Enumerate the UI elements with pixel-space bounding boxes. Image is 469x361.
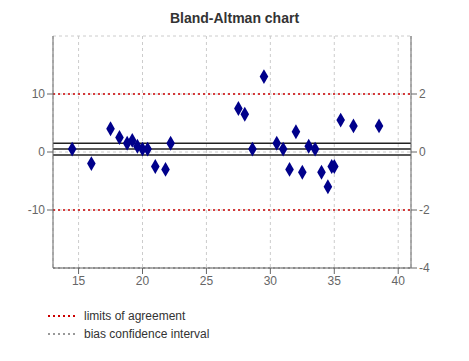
svg-text:10: 10 bbox=[32, 87, 46, 101]
svg-text:-4: -4 bbox=[419, 261, 430, 275]
svg-text:-2: -2 bbox=[419, 203, 430, 217]
svg-text:35: 35 bbox=[328, 274, 342, 288]
svg-text:15: 15 bbox=[72, 274, 86, 288]
html-text:Bland-Altman chart: Bland-Altman chart bbox=[169, 10, 300, 26]
svg-text:20: 20 bbox=[136, 274, 150, 288]
svg-text:2: 2 bbox=[419, 87, 426, 101]
svg-text:0: 0 bbox=[38, 145, 45, 159]
html-text:bias confidence interval: bias confidence interval bbox=[84, 327, 210, 341]
svg-text:30: 30 bbox=[264, 274, 278, 288]
svg-text:0: 0 bbox=[419, 145, 426, 159]
html-text:limits of agreement: limits of agreement bbox=[84, 309, 186, 323]
svg-text:-10: -10 bbox=[28, 203, 46, 217]
svg-text:25: 25 bbox=[200, 274, 214, 288]
svg-text:40: 40 bbox=[392, 274, 406, 288]
